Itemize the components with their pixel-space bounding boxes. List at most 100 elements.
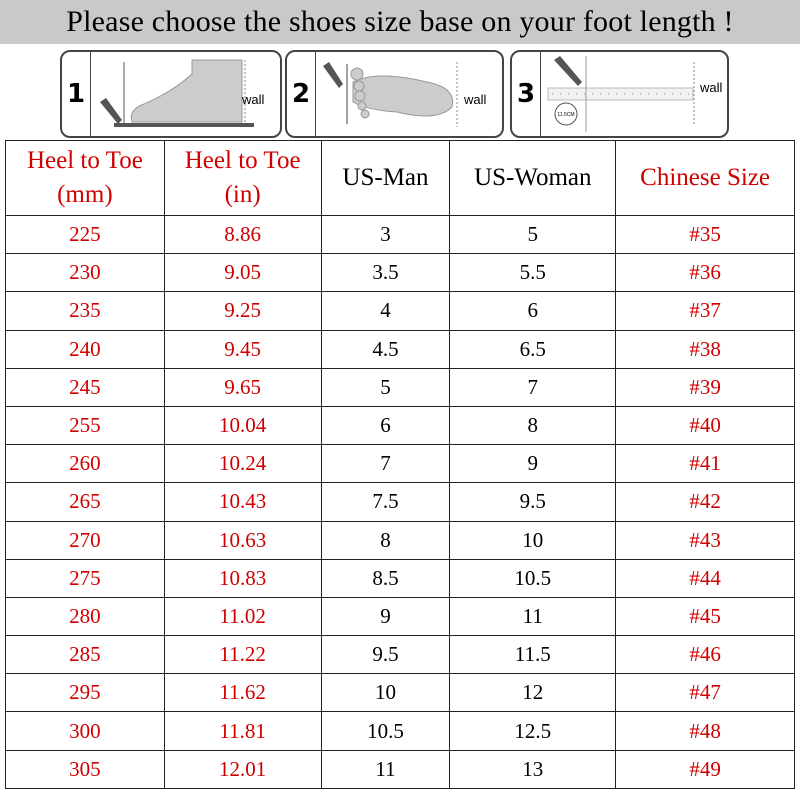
cell-us-man: 7.5 [320, 482, 451, 522]
cell-heel-toe-mm: 265 [5, 482, 165, 522]
cell-us-man: 3.5 [320, 253, 451, 293]
cell-heel-toe-mm: 230 [5, 253, 165, 293]
cell-heel-toe-in: 11.81 [163, 711, 322, 751]
cell-heel-toe-in: 8.86 [163, 214, 322, 255]
table-row: 265 10.43 7.5 9.5 #42 [5, 482, 795, 522]
cell-heel-toe-in: 9.25 [163, 291, 322, 331]
cell-us-man: 10 [320, 673, 451, 713]
table-row: 230 9.05 3.5 5.5 #36 [5, 253, 795, 293]
header-us-man: US-Man [320, 140, 451, 216]
table-row: 255 10.04 6 8 #40 [5, 405, 795, 446]
cell-chinese-size: #40 [615, 405, 795, 446]
table-row: 305 12.01 11 13 #49 [5, 749, 795, 789]
cell-us-man: 5 [320, 367, 451, 407]
cell-us-woman: 7 [449, 367, 617, 407]
cell-us-man: 9.5 [320, 635, 451, 675]
cell-us-woman: 6.5 [449, 329, 617, 369]
cell-us-woman: 9.5 [449, 482, 617, 522]
cell-heel-toe-in: 10.04 [163, 405, 322, 446]
cell-chinese-size: #36 [615, 253, 795, 293]
step-number: 3 [512, 52, 541, 136]
table-row: 285 11.22 9.5 11.5 #46 [5, 635, 795, 675]
step-number: 1 [62, 52, 91, 136]
cell-us-man: 11 [320, 749, 451, 789]
size-chart-table: Heel to Toe (mm) Heel to Toe (in) US-Man U… [5, 140, 795, 789]
cell-us-woman: 5.5 [449, 253, 617, 293]
cell-us-woman: 11 [449, 596, 617, 637]
cell-chinese-size: #38 [615, 329, 795, 369]
cell-heel-toe-mm: 225 [5, 214, 165, 255]
cell-heel-toe-mm: 245 [5, 367, 165, 407]
cell-us-man: 8 [320, 520, 451, 560]
header-chinese-size: Chinese Size [615, 140, 795, 216]
table-row: 270 10.63 8 10 #43 [5, 520, 795, 560]
cell-us-woman: 9 [449, 444, 617, 484]
cell-us-woman: 13 [449, 749, 617, 789]
cell-us-man: 4 [320, 291, 451, 331]
cell-chinese-size: #37 [615, 291, 795, 331]
cell-chinese-size: #39 [615, 367, 795, 407]
cell-us-woman: 12.5 [449, 711, 617, 751]
step-3: 3 11.5CM wall [510, 50, 729, 138]
cell-heel-toe-in: 9.45 [163, 329, 322, 369]
cell-heel-toe-in: 10.83 [163, 558, 322, 598]
cell-us-man: 9 [320, 596, 451, 637]
cell-chinese-size: #43 [615, 520, 795, 560]
header-heel-toe-in: Heel to Toe (in) [163, 140, 322, 216]
cell-heel-toe-mm: 305 [5, 749, 165, 789]
cell-heel-toe-mm: 270 [5, 520, 165, 560]
cell-heel-toe-mm: 240 [5, 329, 165, 369]
cell-us-man: 4.5 [320, 329, 451, 369]
table-row: 280 11.02 9 11 #45 [5, 596, 795, 637]
wall-label: wall [700, 80, 723, 95]
cell-chinese-size: #45 [615, 596, 795, 637]
step-1: 1 wall [60, 50, 282, 138]
cell-chinese-size: #46 [615, 635, 795, 675]
wall-label: wall [464, 92, 487, 107]
cell-chinese-size: #41 [615, 444, 795, 484]
cell-us-man: 6 [320, 405, 451, 446]
cell-chinese-size: #47 [615, 673, 795, 713]
cell-us-woman: 6 [449, 291, 617, 331]
cell-heel-toe-mm: 235 [5, 291, 165, 331]
measurement-badge: 11.5CM [557, 112, 574, 118]
cell-heel-toe-in: 9.65 [163, 367, 322, 407]
cell-chinese-size: #42 [615, 482, 795, 522]
cell-heel-toe-in: 10.43 [163, 482, 322, 522]
table-row: 235 9.25 4 6 #37 [5, 291, 795, 331]
cell-heel-toe-in: 9.05 [163, 253, 322, 293]
table-row: 240 9.45 4.5 6.5 #38 [5, 329, 795, 369]
cell-chinese-size: #48 [615, 711, 795, 751]
table-row: 260 10.24 7 9 #41 [5, 444, 795, 484]
cell-us-woman: 10 [449, 520, 617, 560]
cell-us-woman: 12 [449, 673, 617, 713]
header-us-woman: US-Woman [449, 140, 617, 216]
cell-heel-toe-mm: 255 [5, 405, 165, 446]
foot-side-view-icon [100, 59, 254, 127]
cell-chinese-size: #49 [615, 749, 795, 789]
step-2: 2 wall [285, 50, 504, 138]
page-title: Please choose the shoes size base on you… [0, 0, 800, 44]
cell-heel-toe-mm: 285 [5, 635, 165, 675]
cell-heel-toe-mm: 260 [5, 444, 165, 484]
table-row: 295 11.62 10 12 #47 [5, 673, 795, 713]
cell-heel-toe-in: 11.02 [163, 596, 322, 637]
cell-heel-toe-mm: 275 [5, 558, 165, 598]
step-number: 2 [287, 52, 316, 136]
cell-heel-toe-in: 11.22 [163, 635, 322, 675]
cell-heel-toe-mm: 295 [5, 673, 165, 713]
foot-top-view-icon [323, 62, 458, 127]
cell-us-woman: 11.5 [449, 635, 617, 675]
cell-us-man: 3 [320, 214, 451, 255]
cell-us-woman: 8 [449, 405, 617, 446]
cell-us-man: 10.5 [320, 711, 451, 751]
cell-us-man: 7 [320, 444, 451, 484]
cell-heel-toe-mm: 300 [5, 711, 165, 751]
cell-us-woman: 5 [449, 214, 617, 255]
table-row: 225 8.86 3 5 #35 [5, 214, 795, 255]
wall-label: wall [242, 92, 265, 107]
table-header-row: Heel to Toe (mm) Heel to Toe (in) US-Man U… [5, 140, 795, 216]
cell-heel-toe-in: 12.01 [163, 749, 322, 789]
cell-heel-toe-in: 10.63 [163, 520, 322, 560]
cell-heel-toe-in: 11.62 [163, 673, 322, 713]
